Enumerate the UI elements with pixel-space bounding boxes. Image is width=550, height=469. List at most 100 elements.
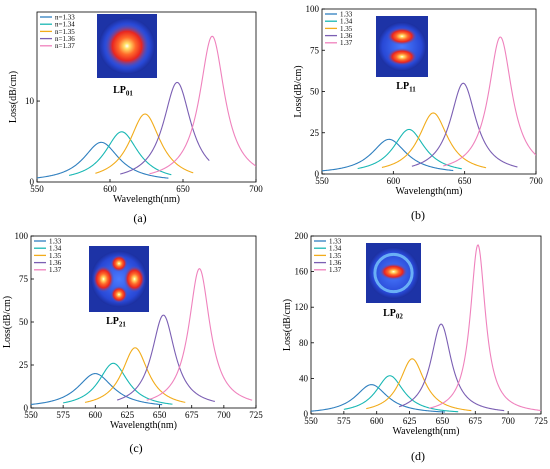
y-tick-label: 0 bbox=[24, 403, 29, 413]
legend-entry: 1.36 bbox=[340, 32, 353, 40]
x-tick-label: 550 bbox=[315, 176, 329, 186]
legend-entry: 1.37 bbox=[340, 39, 353, 47]
mode-ring bbox=[373, 252, 414, 294]
mode-label: LP21 bbox=[106, 316, 126, 329]
plot-frame bbox=[321, 8, 537, 175]
y-tick-label: 80 bbox=[299, 338, 309, 348]
x-tick-label: 650 bbox=[436, 416, 450, 426]
x-tick-label: 675 bbox=[185, 410, 199, 420]
x-tick-label: 725 bbox=[534, 416, 548, 426]
legend-entry: n=1.33 bbox=[55, 13, 75, 21]
mode-label-subscript: 02 bbox=[396, 313, 404, 321]
x-axis-label: Wavelength(nm) bbox=[396, 186, 463, 197]
y-tick-label: 0 bbox=[30, 177, 35, 187]
legend-entry: 1.36 bbox=[329, 259, 342, 267]
series-line-137 bbox=[443, 36, 536, 167]
panel-label: (d) bbox=[411, 449, 425, 463]
legend-entry: 1.35 bbox=[340, 25, 353, 33]
chart-panel-a: 550 600 650 700010Wavelength(nm)Loss(dB/cm)… bbox=[8, 11, 263, 225]
mode-label: LP01 bbox=[113, 85, 133, 98]
x-axis-label: Wavelength(nm) bbox=[113, 194, 180, 205]
series-line-n136 bbox=[120, 81, 210, 175]
x-tick-label: 600 bbox=[89, 410, 103, 420]
mode-field-disk bbox=[90, 250, 148, 308]
x-tick-label: 700 bbox=[217, 410, 231, 420]
mode-label-subscript: 01 bbox=[126, 90, 134, 98]
x-tick-label: 550 bbox=[30, 184, 44, 194]
series-line-134 bbox=[63, 362, 173, 405]
y-tick-label: 25 bbox=[19, 360, 29, 370]
y-tick-label: 40 bbox=[299, 373, 309, 383]
series-line-135 bbox=[381, 112, 487, 169]
series-line-133 bbox=[31, 373, 163, 406]
x-tick-label: 625 bbox=[121, 410, 135, 420]
legend-entry: 1.34 bbox=[49, 245, 62, 253]
y-tick-label: 75 bbox=[19, 274, 29, 284]
series-line-n135 bbox=[95, 113, 194, 174]
panel-label: (b) bbox=[411, 208, 425, 222]
x-tick-label: 700 bbox=[501, 416, 515, 426]
plot-frame bbox=[36, 11, 257, 183]
x-axis-label: Wavelength(nm) bbox=[110, 420, 177, 431]
mode-label-subscript: 11 bbox=[409, 86, 416, 94]
legend-entry: 1.35 bbox=[49, 252, 62, 260]
plot-frame bbox=[310, 235, 542, 415]
x-tick-label: 575 bbox=[56, 410, 70, 420]
mode-lobe bbox=[92, 265, 115, 293]
legend-entry: 1.34 bbox=[340, 18, 353, 26]
legend-entry: n=1.35 bbox=[55, 28, 75, 36]
chart-panel-b: 550 600 650 700 0 25 50 75 100 Wavelength(nm) Loss… bbox=[293, 4, 543, 222]
mode-label-subscript: 21 bbox=[119, 321, 127, 329]
legend-entry: 1.35 bbox=[329, 252, 342, 260]
y-tick-label: 10 bbox=[25, 96, 35, 106]
legend-entry: 1.34 bbox=[329, 245, 342, 253]
series-line-135 bbox=[84, 347, 186, 403]
y-tick-label: 50 bbox=[310, 87, 320, 97]
series-line-134 bbox=[357, 128, 462, 170]
series-line-134 bbox=[343, 375, 459, 413]
mode-lobe bbox=[379, 263, 408, 280]
series-line-n133 bbox=[37, 141, 169, 179]
series-line-133 bbox=[322, 138, 454, 172]
series-line-136 bbox=[116, 314, 215, 403]
legend: 1.331.341.351.361.37 bbox=[34, 237, 62, 274]
legend-entry: n=1.37 bbox=[55, 42, 75, 50]
panel-label: (c) bbox=[129, 441, 142, 455]
x-tick-label: 650 bbox=[153, 410, 167, 420]
panel-label: (a) bbox=[133, 211, 146, 225]
y-tick-label: 25 bbox=[310, 128, 320, 138]
chart-panel-c: 550 575 600 625 650 675 700 725 0 25 50 75 100 Wavele… bbox=[2, 231, 263, 455]
y-tick-label: 0 bbox=[304, 409, 309, 419]
x-tick-label: 600 bbox=[387, 176, 401, 186]
mode-lobe bbox=[386, 27, 418, 46]
legend: 1.331.341.351.361.37 bbox=[325, 10, 353, 47]
y-tick-label: 160 bbox=[295, 267, 309, 277]
y-tick-label: 100 bbox=[15, 231, 29, 241]
x-tick-label: 625 bbox=[403, 416, 417, 426]
legend: n=1.33n=1.34n=1.35n=1.36n=1.37 bbox=[40, 13, 75, 50]
series-line-136 bbox=[398, 323, 505, 412]
y-axis-label: Loss(dB/cm) bbox=[293, 65, 304, 117]
series-line-135 bbox=[366, 358, 472, 412]
x-axis-label: Wavelength(nm) bbox=[393, 426, 460, 437]
legend-entry: 1.37 bbox=[49, 266, 62, 274]
x-tick-label: 575 bbox=[337, 416, 351, 426]
legend-entry: n=1.36 bbox=[55, 35, 75, 43]
legend-entry: 1.33 bbox=[49, 237, 62, 245]
legend-entry: 1.33 bbox=[340, 10, 353, 18]
y-tick-label: 120 bbox=[295, 302, 309, 312]
mode-label: LP02 bbox=[383, 308, 403, 321]
y-axis-label: Loss(dB/cm) bbox=[2, 296, 13, 348]
mode-lobe bbox=[104, 23, 150, 69]
legend-entry: 1.37 bbox=[329, 266, 342, 274]
legend-entry: 1.36 bbox=[49, 259, 62, 267]
mode-lobe bbox=[123, 265, 146, 293]
series-line-n134 bbox=[69, 131, 172, 176]
mode-lobe bbox=[386, 47, 418, 66]
x-tick-label: 550 bbox=[24, 410, 38, 420]
legend-entry: 1.33 bbox=[329, 237, 342, 245]
series-line-137 bbox=[146, 268, 253, 401]
x-tick-label: 700 bbox=[529, 176, 543, 186]
series-line-136 bbox=[411, 82, 518, 168]
